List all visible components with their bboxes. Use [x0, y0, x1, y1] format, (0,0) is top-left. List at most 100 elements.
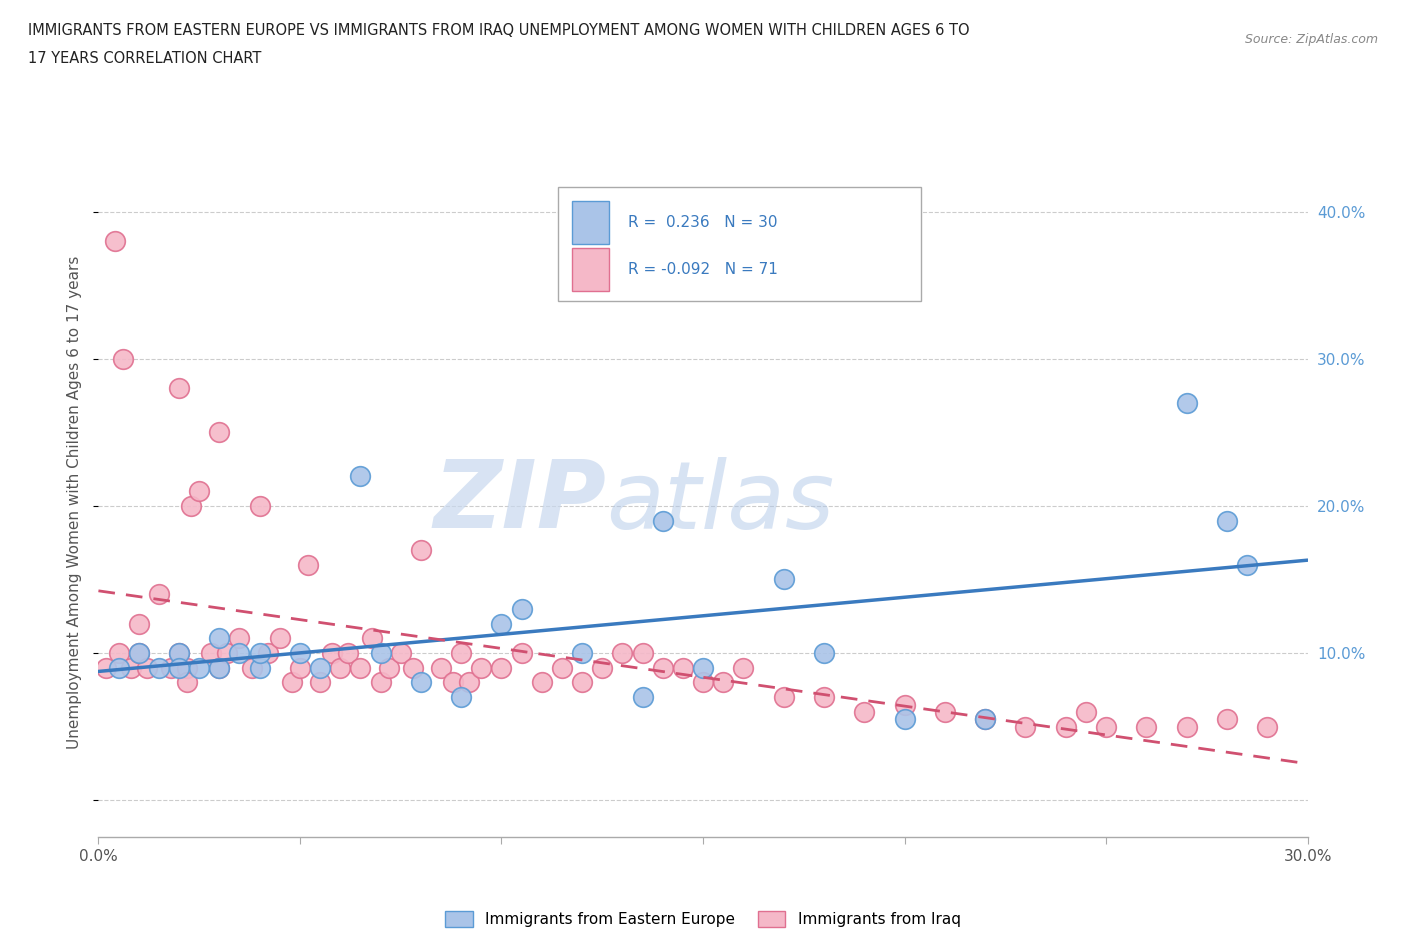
Point — [551, 660, 574, 675]
Point — [208, 425, 231, 440]
Point — [188, 660, 211, 675]
Point — [337, 645, 360, 660]
Legend: Immigrants from Eastern Europe, Immigrants from Iraq: Immigrants from Eastern Europe, Immigran… — [439, 905, 967, 930]
Point — [409, 675, 432, 690]
Point — [208, 660, 231, 675]
Point — [974, 711, 997, 726]
Text: atlas: atlas — [606, 457, 835, 548]
Point — [176, 660, 198, 675]
Point — [188, 484, 211, 498]
Point — [530, 675, 553, 690]
Point — [288, 645, 311, 660]
Point — [1074, 704, 1097, 719]
Text: IMMIGRANTS FROM EASTERN EUROPE VS IMMIGRANTS FROM IRAQ UNEMPLOYMENT AMONG WOMEN : IMMIGRANTS FROM EASTERN EUROPE VS IMMIGR… — [28, 23, 970, 38]
Point — [349, 660, 371, 675]
Point — [208, 631, 231, 645]
Point — [571, 645, 593, 660]
Point — [813, 690, 835, 705]
Point — [128, 645, 150, 660]
Point — [329, 660, 352, 675]
Point — [120, 660, 142, 675]
Point — [240, 660, 263, 675]
Point — [1135, 719, 1157, 734]
Point — [148, 587, 170, 602]
Point — [297, 557, 319, 572]
Point — [160, 660, 183, 675]
Point — [772, 690, 794, 705]
Point — [692, 675, 714, 690]
Text: ZIP: ZIP — [433, 457, 606, 548]
Point — [672, 660, 695, 675]
Point — [441, 675, 464, 690]
Point — [1216, 513, 1239, 528]
Point — [470, 660, 492, 675]
Point — [96, 660, 118, 675]
Point — [200, 645, 222, 660]
Point — [309, 675, 332, 690]
Point — [510, 602, 533, 617]
Point — [510, 645, 533, 660]
Point — [167, 380, 190, 395]
Point — [1175, 395, 1198, 410]
Point — [402, 660, 425, 675]
Point — [208, 660, 231, 675]
Point — [167, 645, 190, 660]
Point — [217, 645, 239, 660]
Point — [228, 645, 250, 660]
Point — [692, 660, 714, 675]
Point — [1236, 557, 1258, 572]
Point — [893, 698, 915, 712]
Point — [167, 660, 190, 675]
Point — [167, 645, 190, 660]
Point — [450, 690, 472, 705]
Point — [103, 233, 125, 248]
Point — [631, 690, 654, 705]
Point — [631, 645, 654, 660]
Point — [612, 645, 634, 660]
Point — [377, 660, 399, 675]
Point — [974, 711, 997, 726]
Point — [349, 469, 371, 484]
Point — [458, 675, 481, 690]
Point — [1054, 719, 1077, 734]
Point — [370, 675, 392, 690]
Point — [1095, 719, 1118, 734]
Point — [813, 645, 835, 660]
Y-axis label: Unemployment Among Women with Children Ages 6 to 17 years: Unemployment Among Women with Children A… — [67, 256, 83, 749]
Point — [249, 645, 271, 660]
Point — [1014, 719, 1036, 734]
Point — [107, 660, 129, 675]
Point — [389, 645, 412, 660]
Point — [228, 631, 250, 645]
Point — [180, 498, 202, 513]
Point — [321, 645, 343, 660]
Point — [281, 675, 304, 690]
Point — [256, 645, 278, 660]
Point — [148, 660, 170, 675]
Point — [430, 660, 453, 675]
Point — [128, 645, 150, 660]
Point — [107, 645, 129, 660]
Point — [309, 660, 332, 675]
Point — [111, 352, 134, 366]
Point — [1175, 719, 1198, 734]
Text: R = -0.092   N = 71: R = -0.092 N = 71 — [628, 261, 778, 277]
Point — [571, 675, 593, 690]
Point — [651, 513, 673, 528]
Point — [361, 631, 384, 645]
Point — [651, 660, 673, 675]
Point — [934, 704, 956, 719]
Point — [370, 645, 392, 660]
Text: Source: ZipAtlas.com: Source: ZipAtlas.com — [1244, 33, 1378, 46]
Point — [249, 498, 271, 513]
Point — [491, 617, 513, 631]
Point — [1216, 711, 1239, 726]
Text: R =  0.236   N = 30: R = 0.236 N = 30 — [628, 215, 778, 230]
Point — [1256, 719, 1278, 734]
Point — [128, 617, 150, 631]
Point — [733, 660, 755, 675]
Point — [176, 675, 198, 690]
Point — [853, 704, 876, 719]
Point — [591, 660, 613, 675]
Bar — [572, 247, 609, 291]
